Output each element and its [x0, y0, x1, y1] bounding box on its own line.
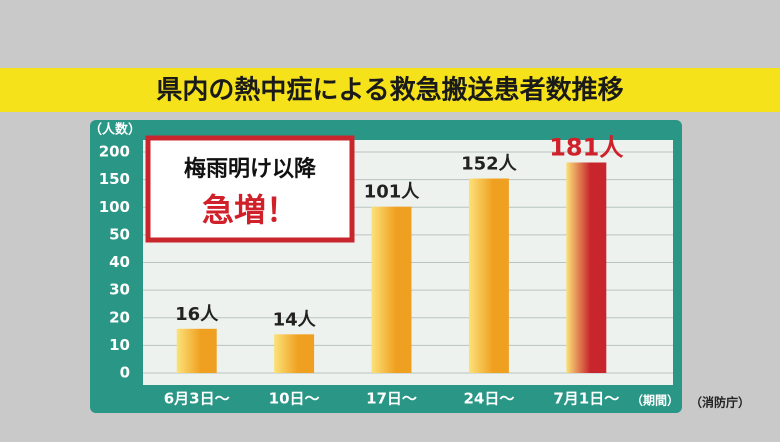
- bar: [176, 328, 217, 373]
- annotation-box: [145, 135, 355, 243]
- value-label: 101人: [364, 182, 421, 203]
- y-tick-label: 150: [99, 170, 130, 188]
- plot: 0 10 20 30 40 50 100 150 200 6月3日〜 16人 10日〜 14人 17日〜 1…: [99, 133, 673, 408]
- bar: [371, 206, 412, 373]
- value-label: 14人: [273, 309, 317, 330]
- bar: [468, 178, 509, 373]
- annotation-emphasis: 急増！: [202, 191, 298, 229]
- x-axis-label: （期間）: [631, 393, 679, 408]
- x-tick-label: 10日〜: [269, 390, 320, 408]
- x-tick-label: 24日〜: [463, 390, 514, 408]
- y-tick-label: 50: [109, 225, 130, 243]
- chart-title: 県内の熱中症による救急搬送患者数推移: [156, 75, 623, 106]
- y-tick-label: 20: [109, 308, 130, 326]
- x-tick-label: 7月1日〜: [553, 390, 619, 408]
- source: （消防庁）: [690, 395, 750, 410]
- y-tick-label: 100: [99, 198, 130, 216]
- bar: [566, 162, 607, 373]
- y-tick-label: 10: [109, 336, 130, 354]
- y-tick-label: 40: [109, 253, 130, 271]
- value-label: 16人: [175, 304, 219, 325]
- y-tick-label: 200: [99, 143, 130, 161]
- annotation-line: 梅雨明け以降: [184, 156, 317, 182]
- value-label: 181人: [549, 133, 623, 161]
- x-tick-label: 6月3日〜: [164, 390, 230, 408]
- y-tick-label: 0: [120, 364, 130, 382]
- x-tick-label: 17日〜: [366, 390, 417, 408]
- value-label: 152人: [461, 154, 518, 175]
- y-tick-label: 30: [109, 281, 130, 299]
- bar: [274, 334, 315, 373]
- title-band: [0, 68, 780, 112]
- y-axis-label: （人数）: [89, 122, 141, 138]
